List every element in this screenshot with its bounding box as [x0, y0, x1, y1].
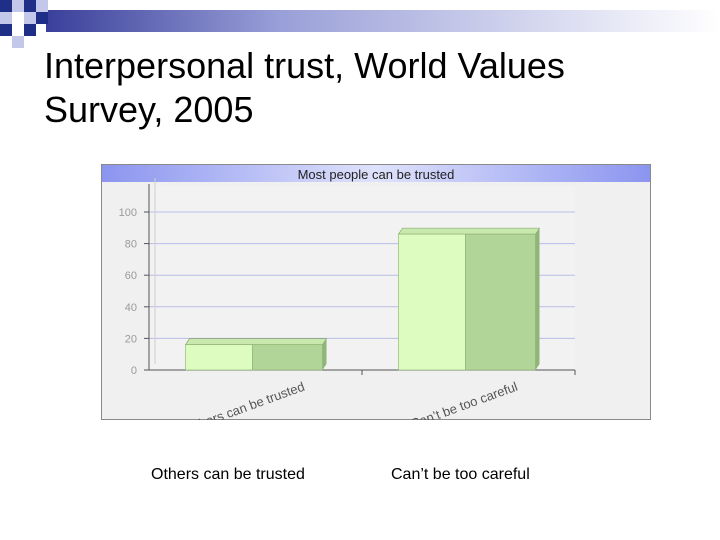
chart-title: Most people can be trusted — [298, 167, 455, 182]
chart-title-bar — [102, 165, 650, 182]
category-label-too-careful: Can’t be too careful — [391, 466, 530, 483]
deco-square — [36, 12, 48, 24]
deco-square — [0, 0, 12, 12]
bars — [184, 227, 541, 371]
deco-square — [12, 12, 24, 24]
deco-square — [36, 0, 48, 12]
bar-top-face — [184, 338, 328, 346]
deco-square — [12, 36, 24, 48]
deco-square — [0, 24, 12, 36]
deco-square — [24, 0, 36, 12]
bar-top-face — [397, 227, 541, 235]
slide-title-line-2: Survey, 2005 — [44, 89, 254, 130]
bar-edge — [322, 338, 327, 370]
bar-chart: Most people can be trusted 0 20 40 60 80 100 O… — [101, 164, 651, 420]
slide-title: Interpersonal trust, World Values Survey… — [44, 44, 694, 132]
bar-side-face — [465, 233, 536, 371]
y-tick-label: 80 — [125, 239, 137, 251]
deco-square — [0, 12, 12, 24]
y-tick-label: 60 — [125, 270, 137, 282]
y-tick-label: 100 — [119, 207, 137, 219]
y-tick-label: 40 — [125, 302, 137, 314]
bar-front-face — [398, 233, 466, 371]
deco-square — [12, 0, 24, 12]
bar — [397, 227, 541, 371]
deco-square — [24, 12, 36, 24]
slide-title-line-1: Interpersonal trust, World Values — [44, 45, 565, 86]
bar-front-face — [185, 344, 253, 371]
chart-svg: Most people can be trusted 020406080100O… — [101, 164, 651, 420]
decorative-header-band — [0, 0, 720, 48]
bar-side-face — [252, 344, 323, 371]
y-tick-label: 0 — [131, 365, 137, 377]
category-label-others-trusted: Others can be trusted — [151, 466, 305, 483]
bar-edge — [535, 228, 540, 370]
gradient-band — [46, 10, 720, 32]
y-tick-label: 20 — [125, 333, 137, 345]
bar — [184, 338, 328, 371]
deco-square — [24, 24, 36, 36]
